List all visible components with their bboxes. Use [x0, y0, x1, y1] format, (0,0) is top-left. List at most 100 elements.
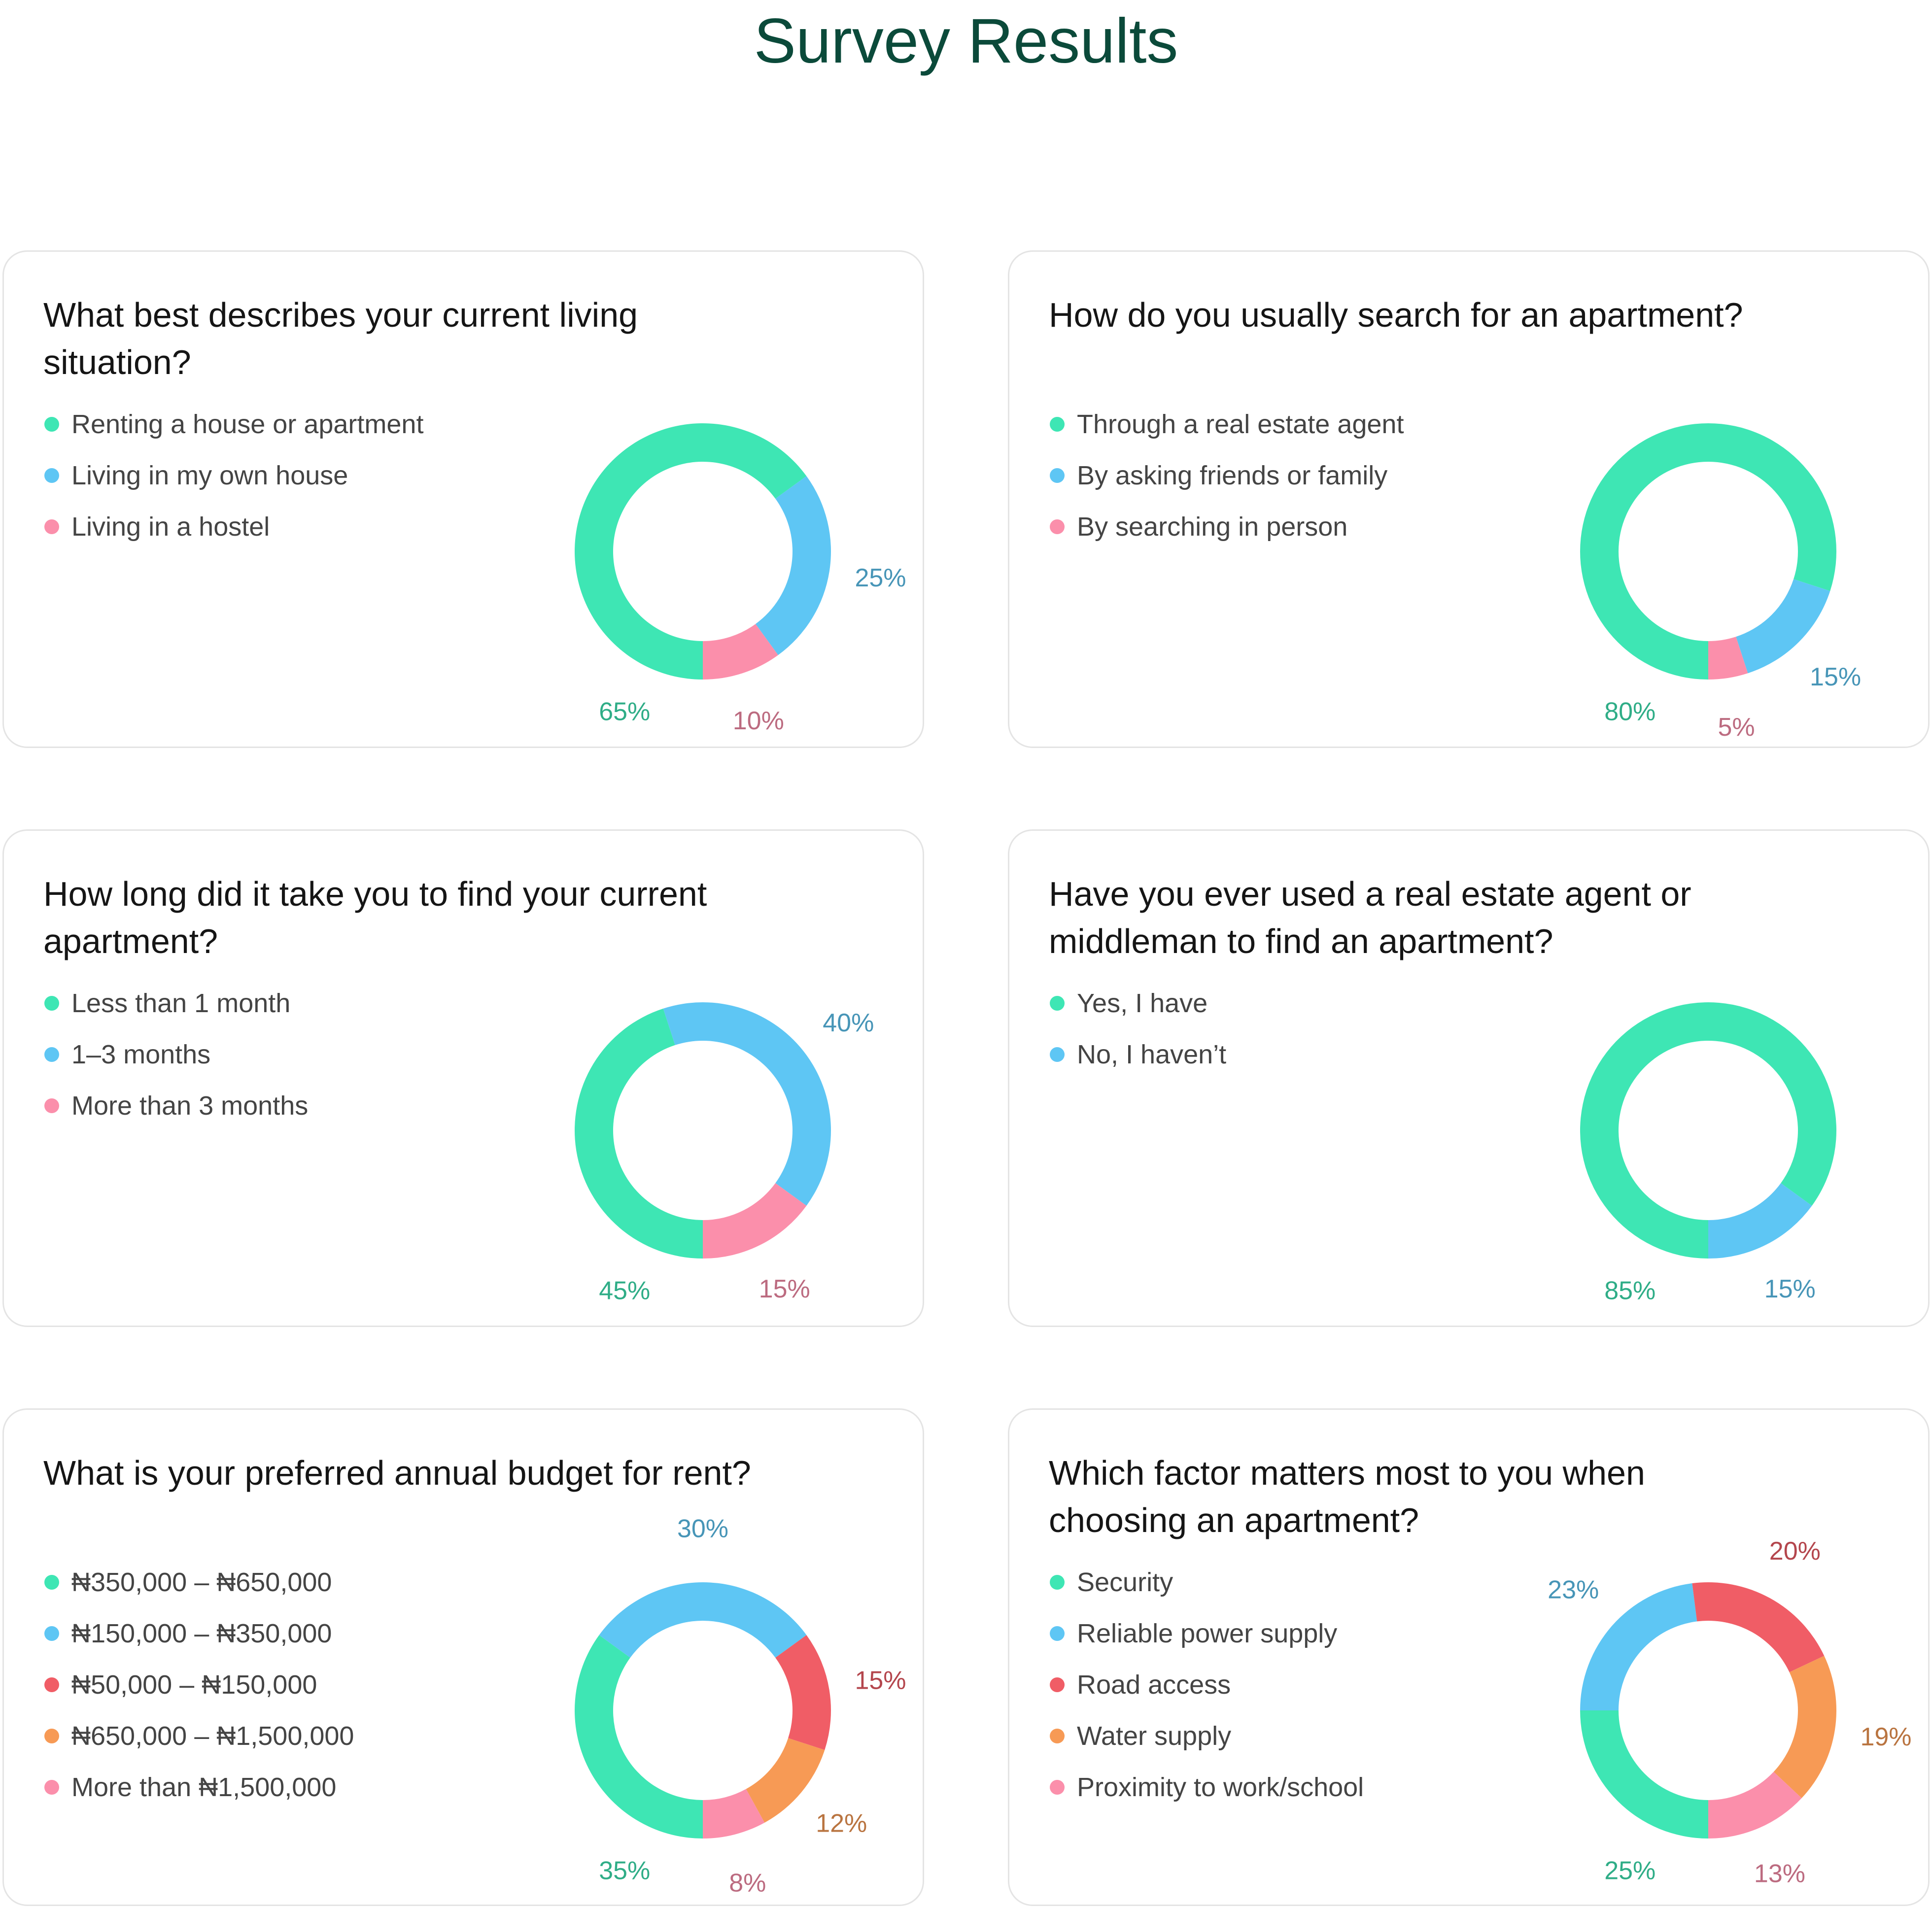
legend-text: ₦350,000 – ₦650,000: [71, 1567, 332, 1597]
legend-text: By searching in person: [1077, 512, 1348, 542]
value-label: 45%: [599, 1276, 650, 1305]
legend-dot: [44, 1677, 59, 1692]
legend-text: More than 3 months: [71, 1091, 309, 1121]
legend-dot: [1050, 996, 1065, 1011]
donut-slice: [1692, 1582, 1825, 1672]
value-label: 25%: [1604, 1856, 1656, 1885]
legend-dot: [1050, 519, 1065, 534]
question: Have you ever used a real estate agent o…: [1049, 875, 1691, 960]
survey-card: How do you usually search for an apartme…: [1008, 250, 1930, 748]
legend-text: Reliable power supply: [1077, 1619, 1338, 1648]
question: Which factor matters most to you when ch…: [1049, 1454, 1645, 1539]
donut-chart: 45% 40% 15%: [574, 1002, 874, 1305]
legend-dot: [44, 996, 59, 1011]
legend-dot: [1050, 1780, 1065, 1795]
legend-text: Living in my own house: [71, 461, 348, 490]
survey-card: How long did it take you to find your cu…: [2, 829, 924, 1327]
legend-text: More than ₦1,500,000: [71, 1772, 337, 1802]
donut-chart: 80% 15% 5%: [1580, 423, 1861, 742]
legend-dot: [44, 1780, 59, 1795]
value-label: 20%: [1769, 1537, 1821, 1566]
donut-slice: [1580, 1583, 1697, 1710]
donut-slice: [575, 423, 807, 680]
value-label: 12%: [816, 1809, 867, 1838]
value-label: 30%: [677, 1515, 728, 1543]
legend-text: 1–3 months: [71, 1040, 211, 1069]
donut-slice: [1580, 1710, 1708, 1839]
legend-text: Security: [1077, 1567, 1173, 1597]
legend-text: Renting a house or apartment: [71, 409, 424, 439]
value-label: 15%: [1810, 663, 1861, 691]
value-label: 15%: [759, 1275, 810, 1303]
donut-slice: [703, 624, 778, 680]
value-label: 85%: [1604, 1276, 1656, 1305]
donut-slice: [746, 1738, 825, 1823]
donut-chart: 25% 23% 20% 19% 13%: [1548, 1537, 1911, 1888]
donut-slice: [703, 1789, 765, 1839]
question: What is your preferred annual budget for…: [43, 1454, 751, 1492]
question: How long did it take you to find your cu…: [43, 875, 707, 960]
question: What best describes your current living …: [43, 296, 638, 381]
legend-dot: [44, 468, 59, 483]
legend-dot: [1050, 1047, 1065, 1062]
legend-text: ₦650,000 – ₦1,500,000: [71, 1721, 354, 1751]
donut-slice: [755, 476, 831, 655]
survey-card: What best describes your current living …: [2, 250, 924, 748]
value-label: 15%: [855, 1667, 906, 1695]
value-label: 25%: [855, 564, 906, 592]
legend-dot: [44, 1729, 59, 1743]
legend-text: ₦50,000 – ₦150,000: [71, 1670, 317, 1700]
donut-slice: [574, 1008, 703, 1259]
legend-text: Living in a hostel: [71, 512, 270, 542]
legend-dot: [44, 1575, 59, 1590]
legend-text: Water supply: [1077, 1721, 1232, 1751]
donut-slice: [1736, 579, 1830, 674]
donut-slice: [663, 1002, 831, 1206]
donut-chart: 65% 25% 10%: [575, 423, 906, 735]
value-label: 13%: [1754, 1860, 1805, 1888]
value-label: 5%: [1718, 713, 1755, 742]
value-label: 40%: [823, 1009, 874, 1037]
legend-text: Less than 1 month: [71, 988, 291, 1018]
page-title: Survey Results: [754, 6, 1178, 76]
legend-dot: [1050, 1626, 1065, 1641]
donut-slice: [1708, 1772, 1802, 1839]
value-label: 10%: [733, 707, 784, 735]
legend-dot: [44, 1098, 59, 1113]
donut-slice: [1708, 1183, 1812, 1259]
value-label: 23%: [1548, 1575, 1599, 1604]
donut-slice: [775, 1635, 831, 1750]
donut-slice: [1580, 1002, 1836, 1259]
value-label: 65%: [599, 697, 650, 726]
survey-card: What is your preferred annual budget for…: [2, 1408, 924, 1906]
survey-card: Which factor matters most to you when ch…: [1008, 1408, 1930, 1906]
legend-text: Through a real estate agent: [1077, 409, 1404, 439]
value-label: 80%: [1604, 697, 1656, 726]
donut-slice: [1580, 423, 1836, 680]
legend-text: Road access: [1077, 1670, 1231, 1700]
donut-chart: 85% 15%: [1580, 1002, 1836, 1305]
value-label: 19%: [1860, 1723, 1911, 1751]
donut-slice: [703, 1183, 807, 1259]
legend-dot: [44, 1626, 59, 1641]
legend-dot: [44, 1047, 59, 1062]
legend-dot: [1050, 468, 1065, 483]
value-label: 15%: [1764, 1275, 1816, 1303]
value-label: 35%: [599, 1856, 650, 1885]
donut-slice: [1708, 637, 1748, 680]
donut-slice: [1773, 1656, 1836, 1798]
legend-text: No, I haven’t: [1077, 1040, 1227, 1069]
legend-dot: [1050, 1729, 1065, 1743]
question: How do you usually search for an apartme…: [1049, 296, 1743, 334]
survey-card: Have you ever used a real estate agent o…: [1008, 829, 1930, 1327]
value-label: 8%: [729, 1869, 766, 1897]
legend-text: By asking friends or family: [1077, 461, 1388, 490]
legend-text: Proximity to work/school: [1077, 1772, 1364, 1802]
legend-dot: [1050, 417, 1065, 432]
legend-dot: [1050, 1677, 1065, 1692]
legend-text: Yes, I have: [1077, 988, 1208, 1018]
donut-chart: 35% 30% 15% 12% 8%: [575, 1515, 906, 1897]
donut-slice: [575, 1635, 703, 1839]
legend-dot: [44, 417, 59, 432]
